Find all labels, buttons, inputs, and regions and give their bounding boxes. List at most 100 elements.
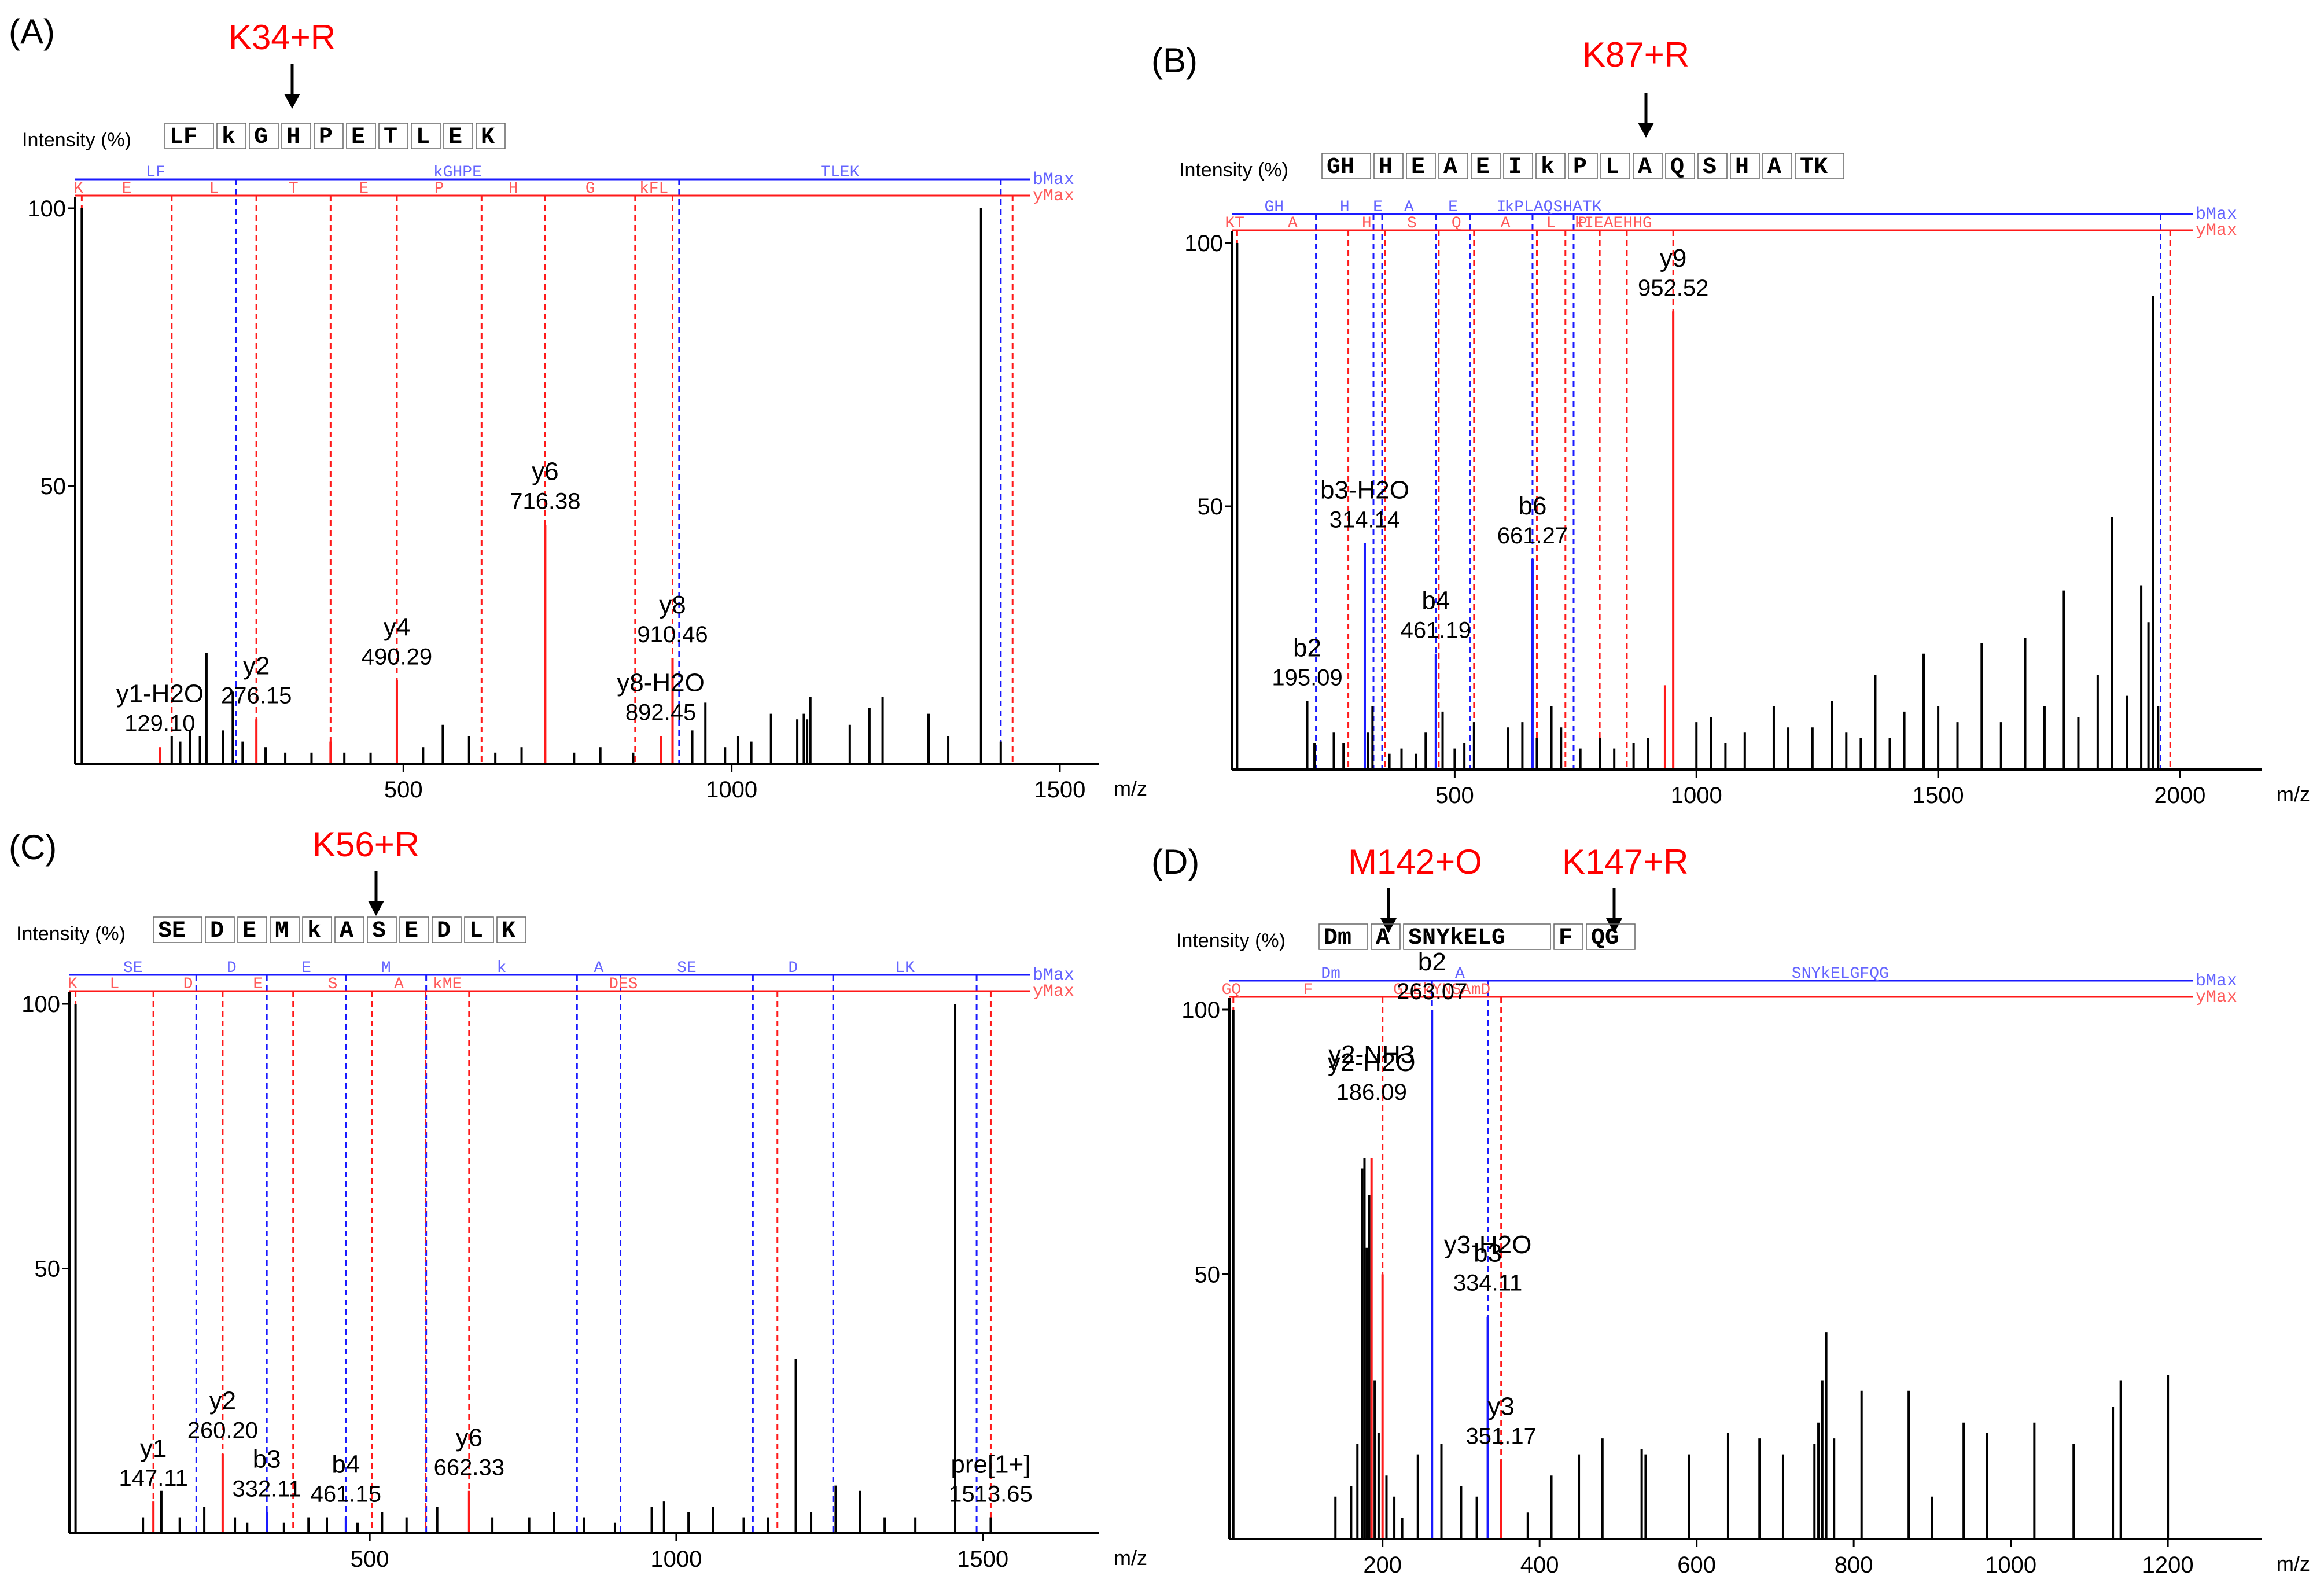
sequence-residue: k (1541, 154, 1555, 181)
peak-mz-label: 716.38 (510, 489, 580, 514)
arrow-head (1638, 123, 1654, 138)
y-ladder-label: D (183, 975, 193, 993)
sequence-residue-box (411, 123, 441, 149)
sequence-residue: E (351, 124, 365, 150)
peak-mz-label: 351.17 (1465, 1424, 1536, 1449)
sequence-residue: D (210, 918, 224, 944)
y-tick-label: 100 (21, 992, 60, 1017)
modification-label: M142+O (1348, 842, 1482, 881)
sequence-residue-box (1321, 153, 1371, 179)
peak-ion-label: y2 (243, 652, 270, 680)
b-ladder-label: LK (895, 959, 915, 977)
peak-ion-label: b3-H2O (1320, 476, 1409, 505)
y-ladder-label: A (1501, 215, 1511, 233)
sequence-residue: L (469, 918, 483, 944)
sequence-residue: A (1767, 154, 1781, 181)
y-ladder-label: A (394, 975, 404, 993)
y-max-label: yMax (1033, 982, 1074, 1002)
sequence-residue: G (254, 124, 268, 150)
y-ladder-label: Q (1452, 215, 1461, 233)
peak-mz-label: 263.07 (1397, 979, 1467, 1004)
sequence-residue-box (164, 123, 214, 149)
x-axis-label: m/z (1114, 776, 1147, 800)
sequence-residue-box (237, 916, 267, 943)
b-ladder-label: LF (146, 164, 165, 182)
y-ladder-label: H (509, 180, 518, 198)
y-ladder-label: H (1362, 215, 1372, 233)
peak-mz-label: 490.29 (362, 644, 432, 669)
sequence-residue: L (1605, 154, 1619, 181)
peak-ion-label: y3 (1487, 1393, 1514, 1421)
y-ladder-label: E (122, 180, 132, 198)
y-tick-label: 50 (1198, 494, 1224, 520)
x-axis-label: m/z (2277, 782, 2310, 806)
y-ladder-label: T (289, 180, 299, 198)
b-ladder-label: A (1455, 965, 1465, 983)
sequence-residue: M (275, 918, 289, 944)
y-ladder-label: S (328, 975, 338, 993)
peak-ion-label: b2 (1293, 634, 1321, 662)
y-ladder-label: kME (433, 975, 462, 993)
peak-mz-label: 892.45 (625, 700, 696, 725)
x-tick-label: 1000 (650, 1547, 702, 1572)
b-ladder-label: D (788, 959, 798, 977)
sequence-residue-box (443, 123, 473, 149)
sequence-residue-box (281, 123, 311, 149)
sequence-residue-box (153, 916, 202, 943)
sequence-residue-box (1503, 153, 1533, 179)
sequence-residue: GH (1327, 154, 1354, 181)
y-axis-label: Intensity (%) (16, 923, 126, 945)
sequence-residue-box (334, 916, 364, 943)
x-tick-label: 2000 (2154, 783, 2205, 808)
sequence-residue: SNYkELG (1408, 925, 1505, 951)
sequence-residue-box (1730, 153, 1760, 179)
y-ladder-label: S (1407, 215, 1417, 233)
b-ladder-label: kPLAQSHATK (1504, 198, 1601, 216)
sequence-residue: T (384, 124, 397, 150)
peak-ion-label: y2-NH3 (1328, 1040, 1415, 1069)
sequence-residue: A (1376, 925, 1390, 951)
y-tick-label: 50 (35, 1257, 61, 1282)
modification-label: K56+R (312, 825, 419, 864)
y-tick-label: 100 (27, 196, 66, 222)
peak-ion-label: y2-H2O (1328, 1048, 1416, 1077)
y-max-label: yMax (1033, 186, 1074, 206)
sequence-residue-box (464, 916, 494, 943)
sequence-residue-box (1568, 153, 1598, 179)
peak-ion-label: y1-H2O (116, 680, 204, 708)
b-ladder-label: A (594, 959, 603, 977)
peak-ion-label: y4 (384, 613, 410, 641)
y-ladder-label: E (359, 180, 369, 198)
x-tick-label: 1000 (706, 777, 757, 802)
y-tick-label: 100 (1181, 997, 1220, 1023)
peak-ion-label: b3 (253, 1445, 281, 1473)
b-ladder-label: TLEK (820, 164, 859, 182)
sequence-residue-box (249, 123, 279, 149)
y-axis-label: Intensity (%) (22, 129, 131, 151)
y-ladder-label: K (68, 975, 78, 993)
sequence-residue: K (481, 124, 495, 150)
peak-ion-label: y6 (532, 458, 558, 486)
x-tick-label: 1000 (1671, 783, 1722, 808)
peak-mz-label: 260.20 (187, 1418, 258, 1444)
sequence-residue: H (1735, 154, 1749, 181)
sequence-residue-box (314, 123, 344, 149)
x-tick-label: 800 (1835, 1552, 1873, 1578)
sequence-residue-box (1665, 153, 1695, 179)
sequence-residue: H (286, 124, 300, 150)
b-ladder-label: A (1404, 198, 1414, 216)
sequence-residue: I (1508, 154, 1522, 181)
x-tick-label: 500 (384, 777, 423, 802)
peak-mz-label: 334.11 (1453, 1270, 1522, 1295)
sequence-residue: L (416, 124, 430, 150)
sequence-residue-box (270, 916, 300, 943)
sequence-residue: E (404, 918, 418, 944)
x-tick-label: 600 (1677, 1552, 1716, 1578)
y-ladder-label: DES (609, 975, 638, 993)
b-ladder-label: GH (1264, 198, 1284, 216)
sequence-residue: P (319, 124, 333, 150)
y-ladder-label: A (1288, 215, 1298, 233)
sequence-residue: A (1638, 154, 1652, 181)
